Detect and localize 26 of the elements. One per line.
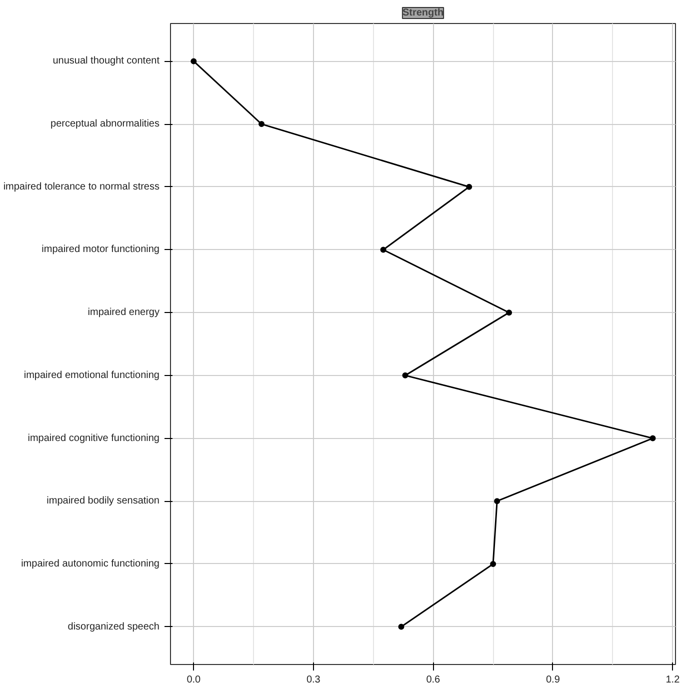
x-tick-label: 0.0 <box>186 674 202 685</box>
y-tick-label: disorganized speech <box>68 621 160 632</box>
y-tick-label: impaired tolerance to normal stress <box>3 181 160 192</box>
y-tick-label: impaired bodily sensation <box>46 496 160 507</box>
point <box>506 310 512 316</box>
point <box>380 246 386 253</box>
y-tick-label: impaired autonomic functioning <box>21 558 160 570</box>
point <box>258 121 265 128</box>
y-tick-label: impaired cognitive functioning <box>28 432 160 444</box>
y-tick-label: unusual thought content <box>52 56 160 67</box>
x-tick-label: 0.6 <box>426 674 441 685</box>
point <box>650 435 656 442</box>
point <box>398 624 404 630</box>
point <box>402 372 408 378</box>
y-tick-label: perceptual abnormalities <box>50 118 160 130</box>
point <box>466 184 472 190</box>
point <box>190 58 197 64</box>
chart-title: Strength <box>402 8 444 18</box>
y-tick-label: impaired energy <box>88 307 160 318</box>
x-tick-label: 1.2 <box>666 674 680 685</box>
x-tick-label: 0.3 <box>306 674 321 685</box>
y-tick-label: impaired motor functioning <box>42 244 160 256</box>
x-tick-label: 0.9 <box>546 674 560 685</box>
point <box>494 498 500 504</box>
y-tick-label: impaired emotional functioning <box>24 370 160 381</box>
point <box>490 560 496 567</box>
